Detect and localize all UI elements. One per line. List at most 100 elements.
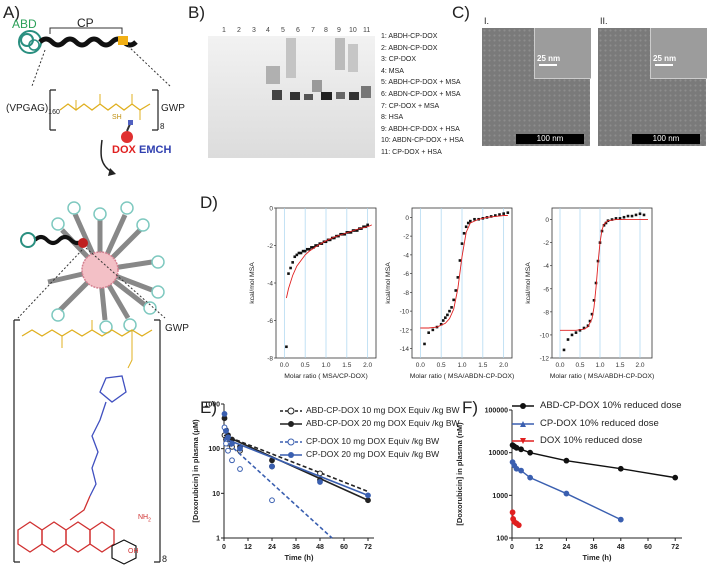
x-tick-label: 36: [590, 544, 598, 551]
data-point: [618, 217, 622, 220]
legend-f-marker-1: [520, 403, 526, 409]
panel-label-d: D): [200, 193, 218, 212]
gel-legend-item: 2: ABDN-CP-DOX: [381, 44, 438, 52]
y-tick-label: -6: [403, 271, 409, 278]
repeat-label: (VPGAG)160: [6, 103, 60, 116]
data-point: [423, 342, 426, 346]
data-point: [364, 225, 367, 229]
x-tick-label: 1.0: [595, 362, 604, 369]
y-tick-label: 100000: [485, 408, 508, 415]
data-point: [562, 348, 566, 352]
legend-e-item-3: CP-DOX 10 mg DOX Equiv /kg BW: [306, 436, 440, 446]
itc-plot-3: 0.0 0.5 1.0 1.5 2.0 0 -2 -4 -6 -8 -10 -12 Molar rati…: [525, 207, 654, 380]
x-tick-label: 0.5: [301, 362, 310, 369]
gel-legend-item: 1: ABDH-CP-DOX: [381, 33, 438, 40]
legend-e-marker-4: [288, 452, 294, 458]
x-tick-label: 0: [510, 544, 514, 551]
panel-label-c: C): [452, 3, 470, 22]
legend-e-marker-2: [288, 421, 294, 427]
y-tick-label: 1000: [204, 402, 220, 409]
data-point: [574, 331, 578, 334]
nh2-text: NH: [138, 514, 149, 521]
data-point: [427, 331, 430, 334]
repeat-count: 160: [48, 109, 60, 116]
data-point: [469, 219, 472, 223]
y-tick-label: 1: [216, 536, 220, 543]
series-fit-line: [223, 438, 333, 539]
x-tick-label: 72: [671, 544, 679, 551]
legend-f-item-2: CP-DOX 10% reduced dose: [540, 418, 659, 429]
panel-a-schematic: [13, 27, 171, 565]
data-point: [343, 232, 347, 236]
fit-curve: [285, 224, 373, 299]
gel-legend-item: 11: CP-DOX + HSA: [381, 148, 442, 156]
data-point: [431, 328, 435, 332]
x-tick-label: 12: [535, 544, 543, 551]
data-point: [626, 214, 630, 218]
x-tick-label: 36: [292, 544, 300, 551]
inset-scale-label: 25 nm: [653, 54, 677, 63]
y-tick-label: 100: [496, 536, 508, 543]
nh2-label: NH2: [138, 514, 151, 523]
nh2-sub: 2: [148, 517, 151, 524]
data-point: [237, 445, 243, 452]
gel-smear-lane9: [335, 38, 345, 70]
y-tick-label: 10000: [489, 450, 509, 457]
series-line: [512, 444, 676, 479]
tem-inset-ii: 25 nm: [650, 28, 707, 79]
gel-image: [208, 36, 375, 158]
micelle-illustration: [20, 201, 165, 334]
legend-f-item-3: DOX 10% reduced dose: [540, 435, 643, 446]
lane-1: 1: [222, 27, 226, 34]
y-tick-label: -2: [267, 243, 273, 250]
y-axis-label: kcal/mol MSA: [249, 262, 256, 304]
x-tick-label: 2.0: [363, 362, 372, 369]
inset-scale-bar: [655, 64, 673, 66]
data-point: [610, 218, 614, 221]
x-tick-label: 1.0: [457, 362, 466, 369]
data-point: [578, 329, 582, 332]
data-point: [439, 322, 443, 326]
oh-label: OH: [128, 548, 139, 555]
x-tick-label: 24: [268, 544, 276, 551]
y-axis-label: [Doxorubicin] in plasma (μM): [191, 419, 200, 523]
x-axis-label: Time (h): [582, 553, 612, 562]
data-point: [269, 497, 275, 504]
data-point: [588, 319, 592, 323]
lane-7: 7: [311, 27, 315, 34]
data-point: [502, 212, 505, 215]
data-point: [473, 217, 476, 221]
data-point: [223, 440, 229, 447]
y-tick-label: -2: [543, 240, 549, 247]
data-point: [586, 324, 590, 327]
dox-label: DOX: [112, 144, 136, 156]
x-tick-label: 1.0: [321, 362, 330, 369]
x-tick-label: 0: [222, 544, 226, 551]
data-point: [229, 457, 235, 464]
data-point: [289, 266, 292, 270]
repeat-text: (VPGAG): [6, 103, 49, 114]
series-fit-line: [223, 437, 369, 497]
lane-4: 4: [266, 27, 270, 34]
data-point: [498, 213, 501, 216]
panel-label-f: F): [462, 398, 479, 417]
data-point: [515, 522, 522, 529]
x-tick-label: 24: [563, 544, 571, 551]
data-point: [458, 259, 462, 262]
y-tick-label: 0: [545, 217, 549, 224]
x-tick-label: 0.0: [555, 362, 564, 369]
data-point: [527, 474, 534, 481]
data-point: [237, 466, 243, 472]
data-point: [333, 236, 336, 240]
y-axis-label: kcal/mol MSA: [385, 262, 392, 304]
data-point: [563, 490, 570, 497]
data-point: [360, 227, 363, 230]
abd-domain-icon: [18, 30, 42, 54]
cys-tail-segment: [118, 36, 128, 45]
y-tick-label: -8: [543, 309, 549, 316]
panel-label-e: E): [200, 398, 217, 417]
y-tick-label: 100: [208, 446, 220, 453]
gel-band-lane9: [336, 92, 345, 99]
legend-f-markers: [512, 403, 534, 444]
data-point: [590, 312, 594, 316]
